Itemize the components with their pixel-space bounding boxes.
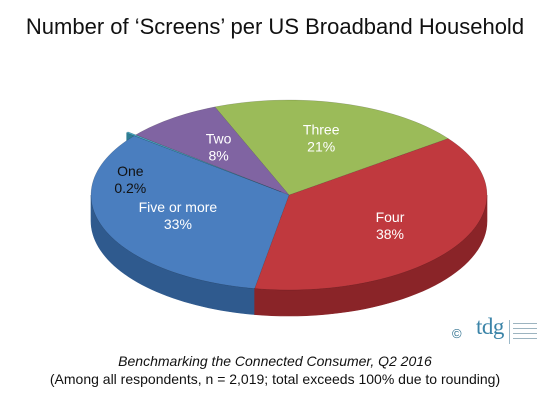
slice-label-five-or-more: Five or more	[139, 199, 218, 215]
chart-title: Number of ‘Screens’ per US Broadband Hou…	[25, 14, 525, 39]
pie-slice-three	[214, 99, 449, 196]
pie-slice-four	[254, 138, 488, 291]
slice-value-four: 38%	[376, 226, 404, 242]
source-footnote: Benchmarking the Connected Consumer, Q2 …	[118, 353, 432, 369]
pie-slice-two	[135, 106, 290, 196]
logo-fine-print	[513, 323, 537, 341]
logo-divider	[509, 320, 510, 344]
tdg-logo: tdg	[476, 314, 538, 346]
pie-slice-five-or-more	[90, 135, 290, 289]
slice-value-two: 8%	[208, 148, 228, 164]
slice-label-three: Three	[303, 121, 340, 137]
slice-value-three: 21%	[307, 138, 335, 154]
slice-value-one: 0.2%	[114, 180, 146, 196]
slice-label-four: Four	[376, 209, 405, 225]
pie-slice-one	[125, 131, 282, 193]
slice-value-five-or-more: 33%	[164, 216, 192, 232]
slice-label-two: Two	[206, 131, 232, 147]
sample-footnote: (Among all respondents, n = 2,019; total…	[49, 371, 501, 387]
slice-label-one: One	[117, 163, 144, 179]
copyright-icon: ©	[452, 326, 462, 341]
logo-text: tdg	[476, 314, 504, 339]
